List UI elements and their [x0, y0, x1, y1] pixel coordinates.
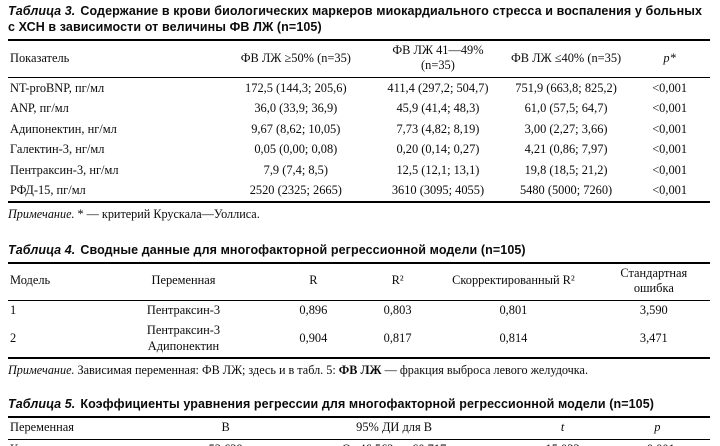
note-abbr: ФВ ЛЖ [338, 363, 382, 378]
table3-header-ef41-49: ФВ ЛЖ 41—49% (n=35) [373, 40, 503, 78]
cell: 0,904 [260, 321, 366, 360]
note-text: Зависимая переменная: ФВ ЛЖ; здесь и в т… [77, 363, 339, 378]
cell: 36,0 (33,9; 36,9) [254, 101, 338, 115]
row-label: ANP, пг/мл [10, 101, 69, 115]
cell: 411,4 (297,2; 504,7) [387, 80, 489, 95]
note-text: * — критерий Крускала—Уоллиса. [77, 207, 260, 221]
cell-p-value: <0,001 [605, 439, 710, 446]
table4-header-row: Модель Переменная R R² Скорректированный… [8, 262, 710, 301]
table5-title-label: Таблица 5. [8, 396, 76, 411]
cell: 7,73 (4,82; 8,19) [396, 121, 480, 136]
table3-header-indicator: Показатель [8, 40, 219, 78]
table5-header-t: t [520, 416, 605, 440]
row-label: Галектин-3, нг/мл [10, 142, 105, 156]
cell: 45,9 (41,4; 48,3) [396, 101, 480, 115]
table4-title-text: Сводные данные для многофакторной регрес… [80, 242, 526, 257]
cell-variable: Пентраксин-3 Адипонектин [106, 321, 261, 360]
table-row: Константа 53,639 От 46,562 до 60,717 15,… [8, 439, 710, 446]
row-label: Пентраксин-3, нг/мл [10, 162, 119, 177]
table3-title-label: Таблица 3. [8, 4, 76, 18]
table3-header-ef40: ФВ ЛЖ ≤40% (n=35) [502, 40, 630, 78]
cell-p-value: <0,001 [652, 101, 688, 115]
table-row: Галектин-3, нг/мл 0,05 (0,00; 0,08) 0,20… [8, 140, 710, 161]
row-label: Константа [8, 439, 184, 446]
table-row: Адипонектин, нг/мл 9,67 (8,62; 10,05) 7,… [8, 119, 710, 140]
table5-header-p: p [604, 416, 710, 440]
cell-p-value: <0,001 [652, 162, 688, 177]
table5: Переменная В 95% ДИ для В t p Константа … [8, 415, 710, 446]
table-row: Пентраксин-3, нг/мл 7,9 (7,4; 8,5) 12,5 … [8, 160, 710, 181]
note-label: Примечание. [8, 363, 75, 378]
table-row: 2 Пентраксин-3 Адипонектин 0,904 0,817 0… [8, 321, 710, 360]
table5-title-text: Коэффициенты уравнения регрессии для мно… [80, 396, 655, 411]
table3-header-ef50: ФВ ЛЖ ≥50% (n=35) [218, 40, 374, 78]
table3: Показатель ФВ ЛЖ ≥50% (n=35) ФВ ЛЖ 41—49… [8, 39, 710, 203]
cell: 9,67 (8,62; 10,05) [251, 121, 341, 136]
cell: 15,033 [520, 439, 604, 446]
cell-p-value: <0,001 [652, 121, 688, 136]
table4-title: Таблица 4. Сводные данные для многофактор… [8, 242, 710, 258]
cell-model: 1 [10, 302, 17, 317]
table5-header-variable: Переменная [8, 416, 184, 440]
table5-title: Таблица 5. Коэффициенты уравнения регресс… [8, 396, 710, 412]
table4-header-r: R [260, 262, 366, 301]
row-label: РФД-15, пг/мл [8, 180, 219, 203]
cell: 3,471 [597, 321, 710, 360]
cell: 172,5 (144,3; 205,6) [245, 80, 347, 95]
table3-header-row: Показатель ФВ ЛЖ ≥50% (n=35) ФВ ЛЖ 41—49… [8, 40, 710, 78]
cell: 0,05 (0,00; 0,08) [254, 142, 338, 156]
table-row: ANP, пг/мл 36,0 (33,9; 36,9) 45,9 (41,4;… [8, 99, 710, 120]
cell: 2520 (2325; 2665) [218, 180, 374, 203]
cell: 4,21 (0,86; 7,97) [524, 142, 608, 156]
cell-model: 2 [8, 321, 107, 360]
cell: 61,0 (57,5; 64,7) [524, 101, 608, 115]
table5-header-b: В [183, 416, 268, 440]
cell: 12,5 (12,1; 13,1) [396, 162, 480, 177]
table-row: РФД-15, пг/мл 2520 (2325; 2665) 3610 (30… [8, 180, 710, 203]
variable-line: Пентраксин-3 [146, 323, 221, 338]
table4-header-std-error: Стандартная ошибка [597, 262, 710, 301]
table4-header-r2: R² [366, 262, 430, 301]
row-label: Адипонектин, нг/мл [10, 121, 117, 136]
cell: 7,9 (7,4; 8,5) [263, 162, 328, 177]
cell: 53,639 [184, 439, 268, 446]
variable-line: Адипонектин [147, 338, 220, 353]
cell-p-value: <0,001 [652, 142, 688, 156]
table-row: NT-proBNP, пг/мл 172,5 (144,3; 205,6) 41… [8, 78, 710, 99]
cell: 5480 (5000; 7260) [502, 180, 630, 203]
cell: 19,8 (18,5; 21,2) [524, 162, 608, 177]
table3-header-p: p* [629, 40, 710, 78]
table4-note: Примечание. Зависимая переменная: ФВ ЛЖ; … [8, 363, 710, 378]
table3-note: Примечание. * — критерий Крускала—Уоллиса… [8, 207, 710, 222]
note-label: Примечание. [8, 207, 75, 221]
cell: 0,801 [499, 302, 528, 317]
cell-p-value: <0,001 [629, 180, 710, 203]
cell: 3610 (3095; 4055) [373, 180, 503, 203]
cell: 0,803 [383, 302, 412, 317]
table4-header-model: Модель [8, 262, 107, 301]
cell: 3,00 (2,27; 3,66) [524, 121, 608, 136]
table4-title-label: Таблица 4. [8, 242, 76, 257]
table3-title-text: Содержание в крови биологических маркеро… [8, 4, 703, 34]
table5-header-row: Переменная В 95% ДИ для В t p [8, 416, 710, 440]
table3-title: Таблица 3. Содержание в крови биологическ… [8, 3, 710, 35]
cell: 751,9 (663,8; 825,2) [515, 80, 617, 95]
cell: 3,590 [639, 302, 668, 317]
cell: 0,814 [429, 321, 598, 360]
table5-header-ci: 95% ДИ для В [267, 416, 521, 440]
table4-header-variable: Переменная [106, 262, 261, 301]
note-text: — фракция выброса левого желудочка. [381, 363, 588, 378]
cell: От 46,562 до 60,717 [268, 439, 521, 446]
cell-variable: Пентраксин-3 [146, 302, 221, 317]
cell: 0,896 [299, 302, 328, 317]
table4: Модель Переменная R R² Скорректированный… [8, 261, 710, 360]
cell: 0,817 [366, 321, 430, 360]
table4-header-adj-r2: Скорректированный R² [429, 262, 598, 301]
row-label: NT-proBNP, пг/мл [10, 80, 105, 95]
cell-p-value: <0,001 [652, 80, 688, 95]
cell: 0,20 (0,14; 0,27) [396, 142, 480, 156]
table-row: 1 Пентраксин-3 0,896 0,803 0,801 3,590 [8, 300, 710, 321]
